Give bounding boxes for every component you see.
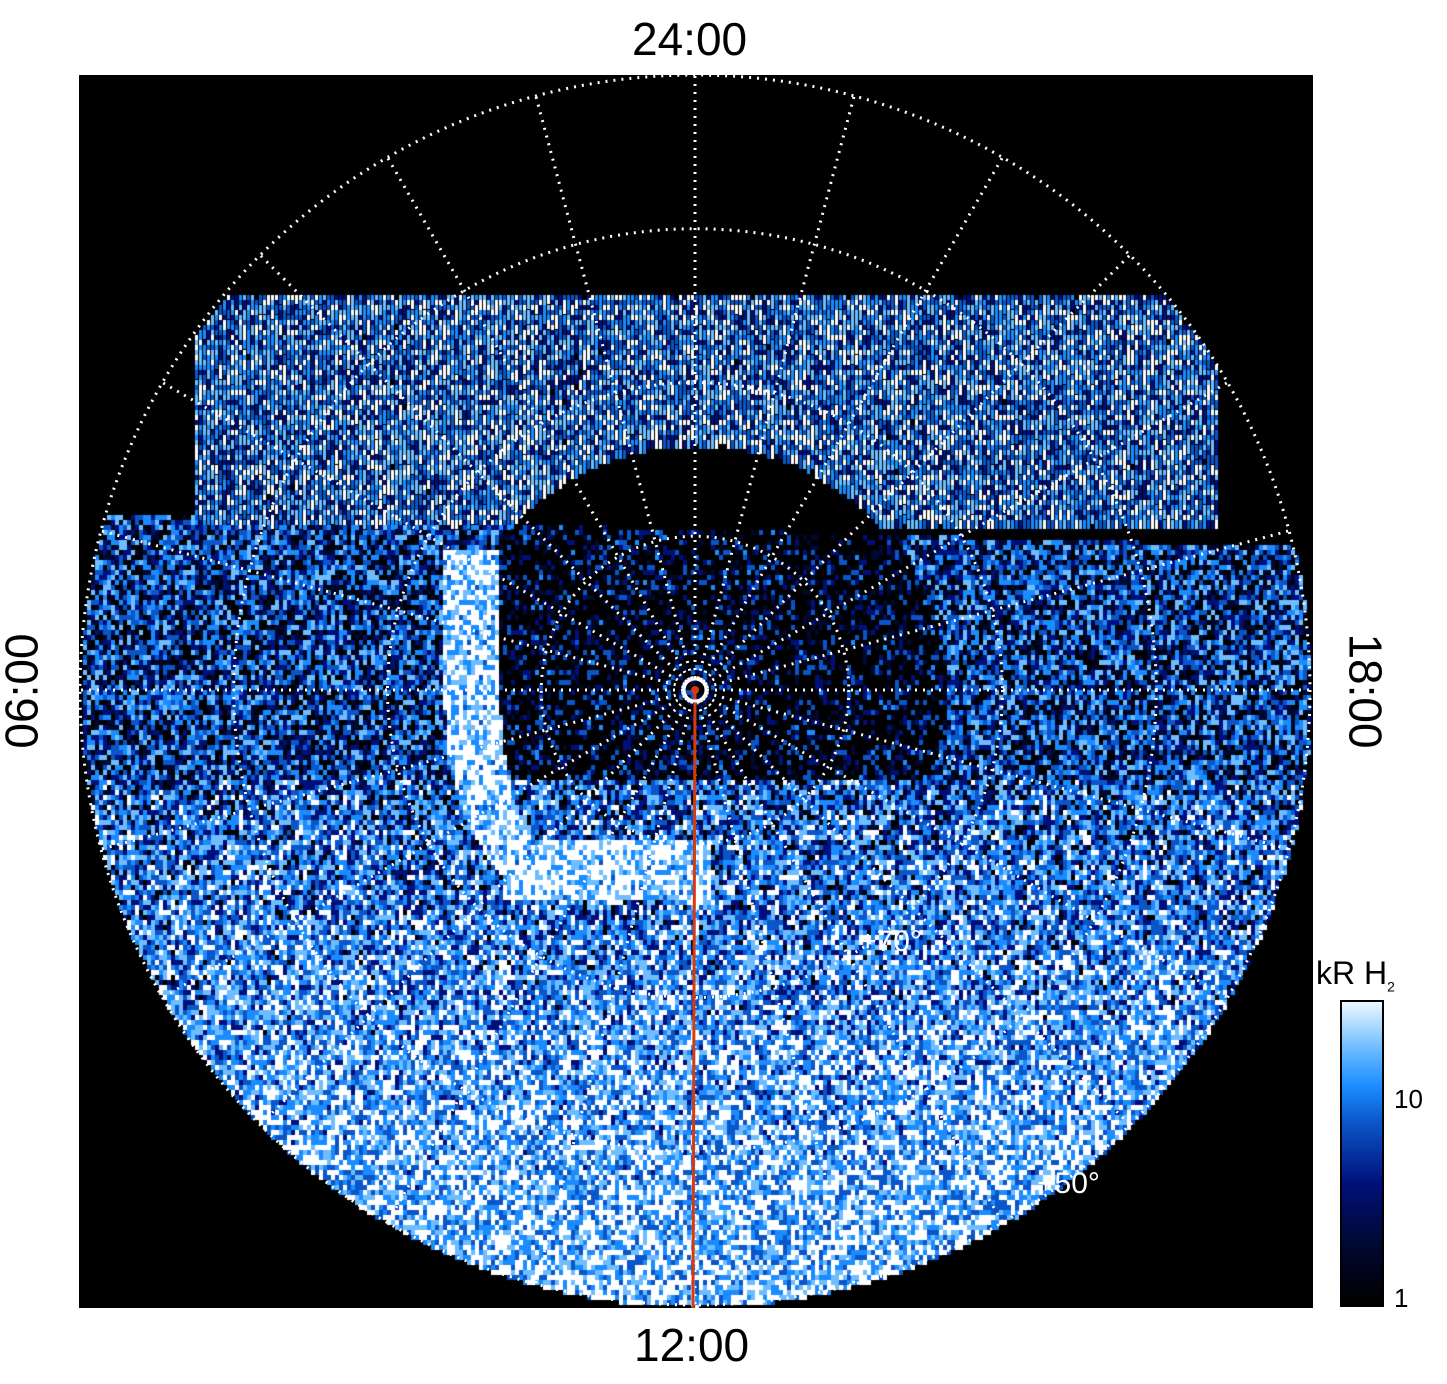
- polar-grid: [79, 75, 1312, 1308]
- pole-marker-dot: [691, 686, 699, 694]
- meridian-line: [534, 95, 694, 679]
- meridian-line: [702, 697, 1131, 1126]
- meridian-line: [161, 381, 686, 686]
- meridian-line: [696, 95, 856, 679]
- meridian-line: [259, 254, 688, 683]
- meridian-line: [699, 156, 1004, 681]
- meridian-line: [534, 701, 694, 1285]
- colorbar: [1340, 1000, 1384, 1307]
- meridian-line: [386, 156, 691, 681]
- meridian-line: [706, 529, 1290, 689]
- label-left-0600: 06:00: [0, 633, 48, 749]
- pole-marker-ring: [682, 677, 708, 703]
- meridian-line: [704, 381, 1229, 686]
- meridian-line: [706, 691, 1290, 851]
- latitude-circle-70: [386, 381, 1004, 999]
- colorbar-tick-10: 10: [1394, 1084, 1423, 1114]
- meridian-line: [161, 694, 686, 999]
- label-top-2400: 24:00: [632, 13, 748, 65]
- colorbar-unit-subscript: 2: [1387, 978, 1395, 995]
- meridian-line: [100, 529, 684, 689]
- meridian-line: [704, 694, 1229, 999]
- meridian-line: [702, 254, 1131, 683]
- meridian-line: [386, 699, 691, 1224]
- reference-line-noon: [691, 689, 697, 1308]
- label-bottom-1200: 12:00: [634, 1319, 750, 1371]
- colorbar-unit: kR H: [1316, 955, 1388, 991]
- polar-plot-area: +70° +50°: [79, 75, 1313, 1308]
- colorbar-label: kR H2: [1316, 955, 1395, 994]
- meridian-line: [696, 701, 856, 1285]
- latitude-circle-50: [79, 75, 1312, 1307]
- latitude-label-50: +50°: [1037, 1167, 1100, 1200]
- meridian-line: [100, 691, 684, 851]
- meridian-line: [259, 697, 688, 1126]
- meridian-line: [699, 699, 1004, 1224]
- latitude-label-70: +70°: [859, 925, 922, 958]
- label-right-1800: 18:00: [1339, 633, 1392, 749]
- colorbar-tick-1: 1: [1394, 1283, 1409, 1313]
